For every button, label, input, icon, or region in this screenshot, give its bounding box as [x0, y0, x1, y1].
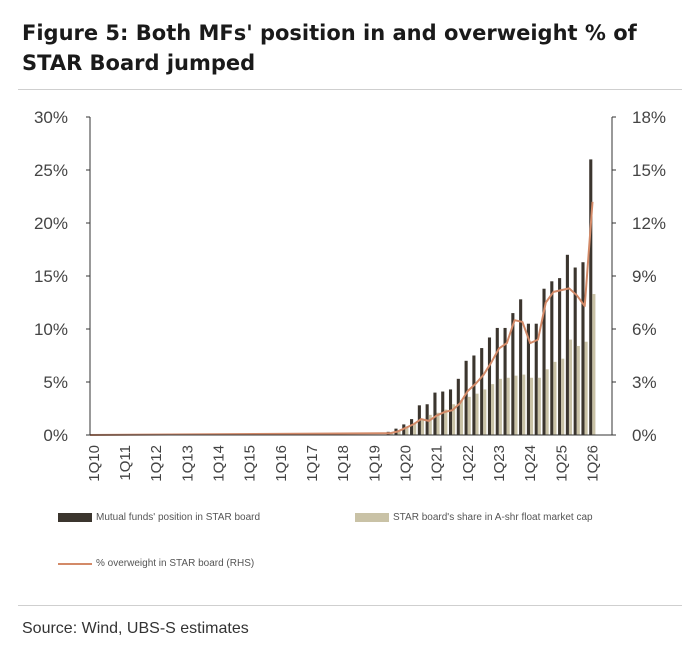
bar-star-share	[568, 339, 573, 435]
x-tick-label: 1Q11	[117, 445, 134, 481]
bar-mf	[472, 355, 476, 435]
bar-mf	[511, 313, 515, 435]
bar-mf	[480, 348, 484, 435]
bar-mf	[448, 389, 453, 435]
bar-star-share	[436, 412, 440, 435]
bar-mf	[550, 281, 554, 435]
combo-chart: 0% 5% 10% 15% 20% 25% 30% 0% 3% 6% 9% 12% 15% 18% 1Q10…	[34, 108, 666, 482]
legend-swatch-overweight	[58, 562, 92, 565]
x-tick-label: 1Q24	[522, 445, 539, 482]
bar-mf	[581, 262, 585, 435]
bar-series-group	[386, 159, 596, 435]
legend-label-mf: Mutual funds' position in STAR board	[96, 512, 261, 523]
bar-mf	[542, 288, 546, 435]
y-left-tick-label: 25%	[34, 161, 68, 180]
bar-mf	[503, 327, 507, 435]
legend-item-mf: Mutual funds' position in STAR board	[58, 512, 260, 523]
x-tick-label: 1Q18	[335, 445, 352, 482]
x-tick-label: 1Q13	[179, 445, 196, 482]
bar-star-share	[592, 294, 596, 435]
bar-star-share	[498, 378, 502, 435]
bar-star-share	[413, 423, 417, 435]
bar-mf	[558, 278, 562, 435]
x-tick-label: 1Q16	[273, 445, 290, 482]
x-tick-label: 1Q22	[460, 445, 477, 482]
top-divider	[18, 89, 682, 90]
line-overweight	[89, 201, 594, 436]
chart-title: Figure 5: Both MFs' position in and over…	[22, 21, 637, 75]
bar-star-share	[553, 361, 557, 435]
bar-star-share	[545, 369, 549, 435]
line-series-group	[89, 201, 594, 436]
y-right-tick-label: 6%	[632, 320, 657, 339]
bar-mf	[519, 299, 523, 435]
bar-star-share	[420, 419, 425, 435]
y-left-tick-label: 5%	[43, 373, 68, 392]
y-right-tick-label: 3%	[632, 373, 657, 392]
bottom-divider	[18, 605, 682, 606]
axes-group: 0% 5% 10% 15% 20% 25% 30% 0% 3% 6% 9% 12% 15% 18% 1Q10…	[34, 108, 666, 482]
x-tick-label: 1Q21	[429, 445, 446, 482]
bar-mf	[565, 254, 569, 435]
legend-swatch-mf	[58, 513, 92, 522]
bar-star-share	[452, 404, 456, 435]
bar-mf	[487, 337, 492, 435]
legend-swatch-star	[355, 513, 389, 522]
bar-star-share	[467, 396, 471, 435]
y-right-tick-label: 0%	[632, 426, 657, 445]
y-right-tick-label: 15%	[632, 161, 666, 180]
bar-star-share	[405, 427, 409, 435]
y-right-tick-label: 18%	[632, 108, 666, 127]
bar-mf	[464, 360, 468, 435]
legend-label-overweight: % overweight in STAR board (RHS)	[96, 558, 255, 569]
bar-mf	[534, 323, 538, 435]
y-left-tick-label: 10%	[34, 320, 68, 339]
bar-star-share	[576, 345, 580, 435]
bar-mf	[573, 267, 577, 435]
bar-star-share	[561, 358, 565, 435]
bar-mf	[526, 323, 530, 435]
bar-star-share	[584, 341, 588, 435]
x-tick-label: 1Q26	[585, 445, 602, 482]
legend-item-overweight: % overweight in STAR board (RHS)	[58, 558, 254, 569]
legend-label-star: STAR board's share in A-shr float market…	[393, 512, 593, 523]
x-tick-label: 1Q20	[398, 445, 415, 482]
bar-star-share	[397, 430, 401, 435]
y-left-tick-label: 20%	[34, 214, 68, 233]
bar-mf	[495, 327, 499, 435]
bar-star-share	[522, 374, 526, 435]
x-tick-label: 1Q25	[553, 445, 570, 482]
bar-mf	[456, 378, 460, 435]
bar-star-share	[491, 384, 495, 435]
bar-star-share	[529, 377, 534, 435]
bar-star-share	[514, 375, 518, 435]
bar-star-share	[428, 414, 432, 435]
source-note: Source: Wind, UBS-S estimates	[22, 620, 249, 637]
x-tick-label: 1Q23	[491, 445, 508, 482]
bar-star-share	[444, 409, 448, 435]
legend-item-star: STAR board's share in A-shr float market…	[355, 512, 593, 523]
x-tick-label: 1Q17	[304, 445, 321, 482]
y-right-tick-label: 9%	[632, 267, 657, 286]
y-left-tick-label: 15%	[34, 267, 68, 286]
bar-mf	[433, 392, 437, 435]
x-tick-label: 1Q14	[211, 445, 228, 482]
x-tick-label: 1Q10	[86, 445, 103, 482]
y-left-tick-label: 0%	[43, 426, 68, 445]
bar-star-share	[459, 400, 463, 435]
y-left-tick-label: 30%	[34, 108, 68, 127]
y-right-tick-label: 12%	[632, 214, 666, 233]
x-tick-label: 1Q19	[366, 445, 383, 482]
bar-mf	[410, 419, 414, 435]
bar-mf	[589, 159, 593, 435]
bar-star-share	[475, 393, 479, 435]
x-tick-label: 1Q12	[148, 445, 165, 482]
bar-star-share	[506, 377, 510, 435]
x-tick-label: 1Q15	[242, 445, 259, 482]
bar-star-share	[537, 377, 541, 435]
bar-star-share	[483, 389, 487, 435]
